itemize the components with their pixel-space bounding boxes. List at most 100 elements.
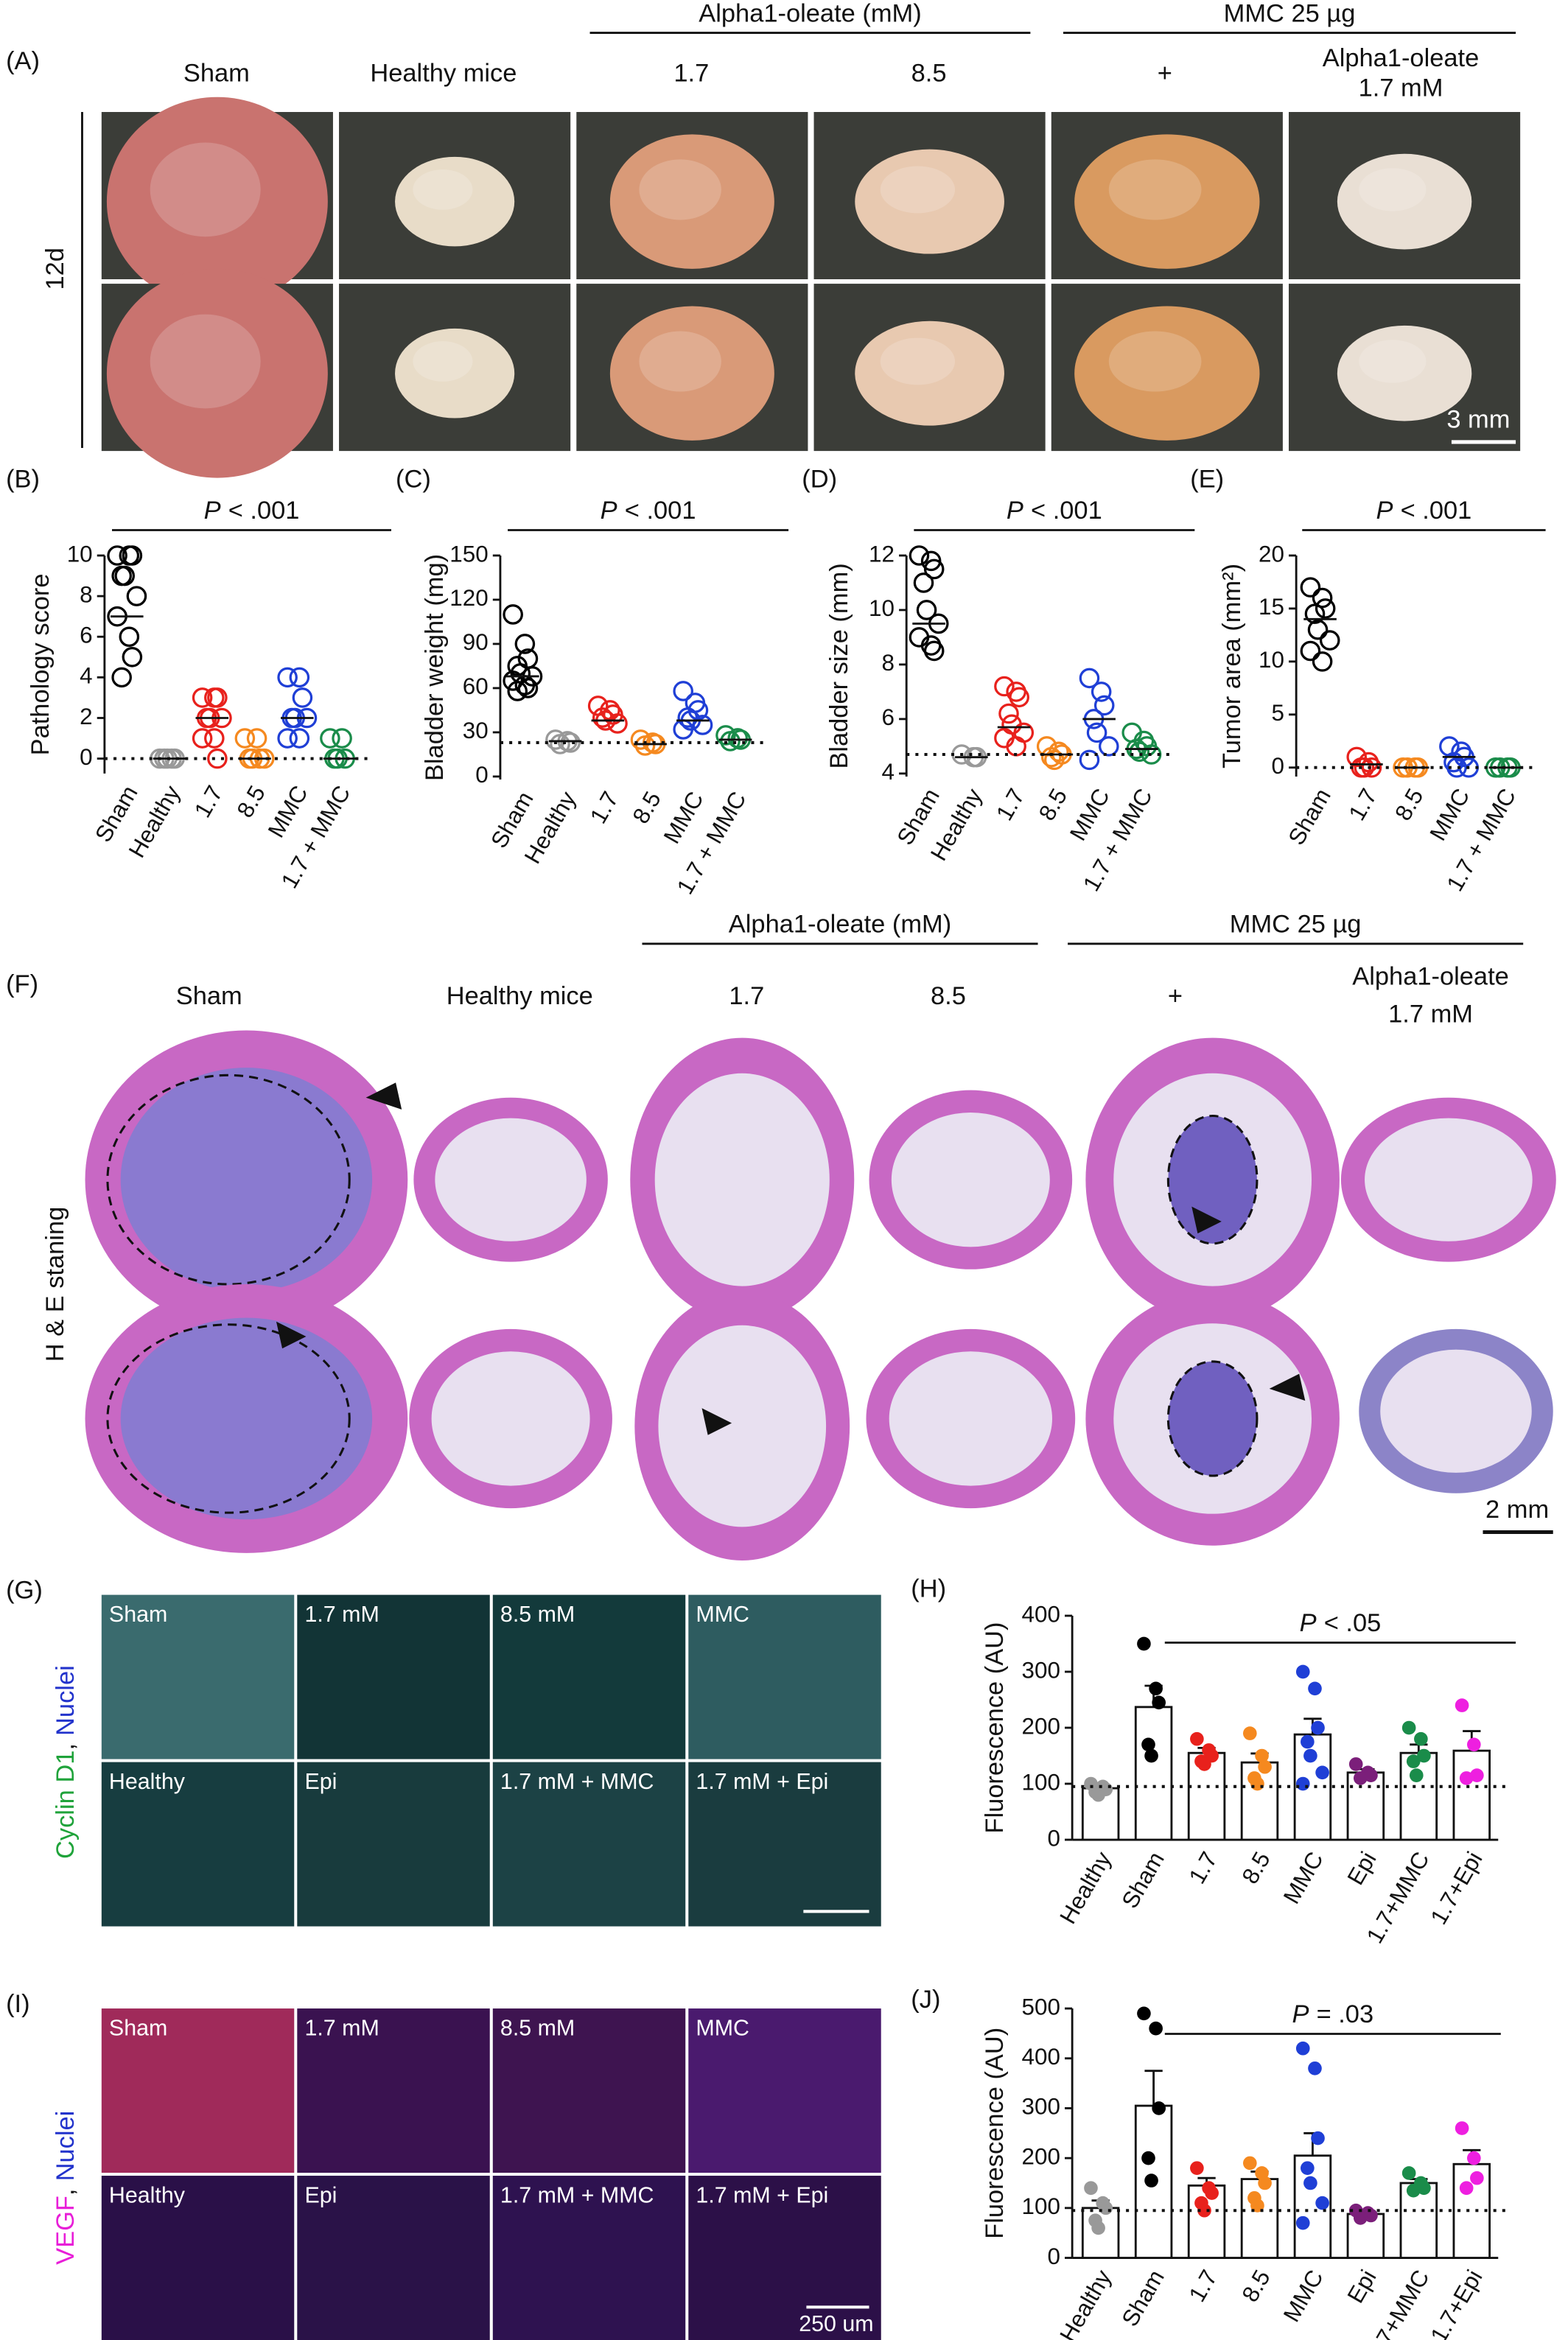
data-point	[923, 558, 945, 580]
data-point	[111, 667, 132, 688]
bar	[1240, 2178, 1279, 2259]
error-bar	[1144, 2070, 1163, 2106]
data-point	[1364, 1768, 1378, 1782]
micrograph	[492, 2008, 686, 2173]
panel-label: (J)	[911, 1986, 940, 2014]
stain-part: Nuclei	[52, 2111, 80, 2182]
micrograph	[101, 1762, 295, 1927]
p-value: P < .001	[1376, 497, 1472, 525]
highlight	[1108, 331, 1202, 392]
data-point	[292, 687, 313, 708]
highlight	[639, 159, 721, 220]
section-inner	[1365, 1118, 1533, 1241]
data-point	[234, 728, 256, 749]
bladder	[395, 328, 515, 418]
data-point	[1250, 1776, 1264, 1791]
y-tick-label: 0	[80, 744, 92, 770]
section-inner	[889, 1351, 1052, 1486]
y-tick-label: 0	[475, 762, 488, 788]
data-point	[122, 545, 143, 566]
data-point	[1303, 1748, 1317, 1763]
highlight	[1359, 340, 1427, 383]
highlight	[413, 169, 473, 210]
data-point	[1190, 1731, 1204, 1746]
tile-label: 1.7 mM + MMC	[500, 1769, 654, 1794]
data-point	[545, 729, 566, 750]
tumor-outline	[106, 1073, 351, 1286]
data-point	[122, 647, 143, 668]
group-header: MMC 25 µg	[1224, 0, 1356, 27]
y-tick-label: 5	[1271, 700, 1284, 726]
section-inner	[1380, 1349, 1532, 1473]
row-label: H & E staning	[41, 1207, 69, 1362]
panel-label: (G)	[6, 1577, 43, 1605]
scale-label: 3 mm	[1446, 406, 1510, 434]
x-tick-label: 1.7	[1344, 784, 1382, 824]
y-axis-label: Bladder size (mm)	[825, 563, 853, 768]
data-point	[1255, 1748, 1269, 1763]
bar	[1452, 1749, 1491, 1841]
stain-label: Cyclin D1, Nuclei	[52, 1665, 80, 1859]
section-inner	[435, 1118, 587, 1241]
arrowhead	[1191, 1206, 1222, 1234]
tumor-outline	[106, 1323, 351, 1514]
tile-label: Sham	[109, 2015, 167, 2040]
data-point	[1137, 2006, 1151, 2021]
p-text: < .001	[228, 497, 300, 525]
panel-label: (C)	[396, 466, 431, 494]
y-tick-label: 100	[1022, 1769, 1060, 1795]
y-tick-label: 500	[1022, 1994, 1060, 2020]
x-tick-label: Epi	[1343, 1847, 1382, 1889]
stain-label: VEGF, Nuclei	[52, 2111, 80, 2265]
micrograph	[101, 1594, 295, 1759]
column-header: 1.7	[673, 59, 709, 87]
micrograph	[101, 2008, 295, 2173]
p-value: P = .03	[1292, 2000, 1373, 2028]
group-header: Alpha1-oleate (mM)	[699, 0, 921, 27]
data-point	[1079, 749, 1100, 771]
y-tick-label: 0	[1271, 753, 1284, 779]
y-tick-label: 300	[1022, 2094, 1060, 2120]
y-tick-label: 4	[80, 663, 92, 689]
bar	[1346, 1771, 1385, 1841]
data-point	[1258, 2176, 1272, 2190]
tile-label: MMC	[696, 2015, 749, 2040]
data-point	[994, 676, 1015, 697]
bladder	[1074, 134, 1260, 269]
p-symbol: P	[1300, 1609, 1317, 1637]
data-point	[1406, 1754, 1421, 1768]
data-point	[1295, 1664, 1310, 1679]
x-tick-label: 1.7+Epi	[1426, 1847, 1488, 1929]
data-point	[1086, 722, 1107, 743]
arrowhead	[1269, 1373, 1306, 1401]
y-tick-label: 100	[1022, 2193, 1060, 2219]
panel-label: (H)	[911, 1575, 946, 1603]
micrograph	[688, 1594, 881, 1759]
arrowhead	[276, 1321, 307, 1349]
stain-part: VEGF	[52, 2196, 80, 2265]
data-point	[1009, 687, 1029, 708]
data-point	[1455, 1698, 1469, 1712]
data-point	[1152, 1695, 1166, 1710]
highlight	[880, 166, 956, 214]
data-point	[1315, 598, 1336, 619]
data-point	[1141, 1737, 1155, 1752]
tile-label: 1.7 mM + Epi	[696, 1769, 828, 1794]
data-point	[204, 728, 225, 749]
tile-label: 1.7 mM + MMC	[500, 2182, 654, 2207]
arrowhead	[701, 1408, 732, 1435]
data-point	[1044, 749, 1065, 771]
p-value: P < .001	[601, 497, 696, 525]
data-point	[1406, 2183, 1421, 2198]
data-point	[192, 687, 213, 708]
data-point	[1319, 630, 1340, 651]
micrograph	[492, 2176, 686, 2340]
highlight	[150, 142, 261, 237]
x-tick-label: 1.7	[1184, 2266, 1222, 2306]
p-value: P < .001	[1007, 497, 1102, 525]
data-point	[1459, 2181, 1474, 2196]
group-header: Alpha1-oleate (mM)	[729, 911, 951, 939]
data-point	[1190, 2161, 1204, 2175]
tile-label: Epi	[304, 1769, 337, 1794]
data-point	[114, 565, 136, 586]
